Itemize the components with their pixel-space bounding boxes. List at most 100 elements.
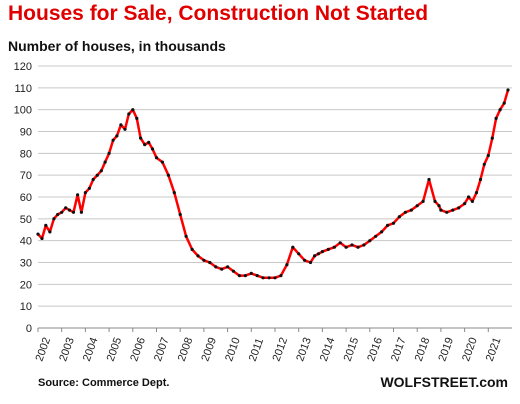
- y-tick-label: 30: [20, 258, 32, 270]
- data-point: [48, 230, 52, 234]
- data-point: [119, 123, 123, 127]
- data-point: [338, 241, 342, 245]
- data-point: [502, 101, 506, 105]
- x-tick-label: 2015: [342, 336, 362, 363]
- y-tick-label: 120: [14, 61, 32, 73]
- x-tick-label: 2011: [247, 337, 266, 363]
- x-tick-label: 2017: [389, 336, 409, 363]
- data-point: [451, 208, 455, 212]
- data-point: [95, 173, 99, 177]
- data-point: [409, 208, 413, 212]
- data-point: [506, 88, 510, 92]
- data-point: [285, 263, 289, 267]
- data-point: [439, 208, 443, 212]
- data-point: [255, 274, 259, 278]
- data-point: [231, 269, 236, 273]
- x-tick-label: 2020: [460, 336, 480, 363]
- data-point: [107, 151, 111, 155]
- data-point: [127, 112, 131, 116]
- data-point: [291, 245, 295, 249]
- data-point: [494, 116, 498, 120]
- data-point: [415, 204, 419, 208]
- watermark-logo: WOLFSTREET.com: [380, 374, 508, 390]
- data-point: [403, 210, 407, 214]
- data-point: [160, 160, 164, 164]
- data-point: [52, 217, 56, 221]
- data-point: [445, 210, 449, 214]
- data-point: [36, 232, 40, 236]
- data-point: [44, 223, 48, 227]
- data-point: [474, 191, 479, 195]
- data-point: [368, 239, 372, 243]
- x-tick-label: 2005: [105, 336, 125, 363]
- data-point: [267, 276, 271, 280]
- data-point: [457, 206, 461, 210]
- data-point: [40, 236, 44, 241]
- y-tick-label: 100: [14, 105, 32, 117]
- data-point: [103, 160, 107, 164]
- data-point: [154, 156, 159, 160]
- y-tick-label: 80: [20, 148, 32, 160]
- data-point: [150, 147, 155, 151]
- data-point: [362, 243, 366, 247]
- data-point: [350, 243, 354, 247]
- data-point: [220, 267, 224, 271]
- data-point: [467, 195, 471, 199]
- data-point: [478, 177, 483, 182]
- data-point: [123, 127, 127, 131]
- data-point: [135, 116, 139, 120]
- data-point: [166, 173, 170, 177]
- data-point: [326, 247, 330, 251]
- y-tick-label: 60: [20, 192, 32, 204]
- data-point: [226, 265, 230, 269]
- data-point: [297, 252, 301, 256]
- data-point: [172, 191, 176, 195]
- chart-subtitle: Number of houses, in thousands: [8, 38, 226, 54]
- data-point: [111, 138, 115, 142]
- data-point: [71, 210, 76, 214]
- data-point: [391, 221, 396, 225]
- data-point: [490, 136, 494, 140]
- y-tick-label: 10: [20, 301, 32, 313]
- y-tick-label: 70: [20, 170, 32, 182]
- x-tick-label: 2019: [436, 336, 456, 363]
- data-point: [308, 260, 313, 265]
- x-tick-label: 2013: [294, 336, 314, 363]
- x-tick-label: 2021: [484, 336, 504, 363]
- x-tick-label: 2006: [128, 336, 148, 363]
- data-point: [344, 245, 348, 249]
- data-point: [56, 212, 60, 217]
- source-note: Source: Commerce Dept.: [38, 377, 170, 389]
- data-point: [139, 136, 143, 140]
- data-point: [316, 252, 320, 256]
- data-point: [273, 276, 277, 280]
- data-point: [332, 245, 336, 249]
- data-point: [64, 206, 68, 210]
- data-point: [147, 140, 151, 144]
- data-point: [202, 258, 206, 262]
- data-point: [279, 274, 283, 278]
- data-point: [470, 199, 474, 203]
- data-point: [313, 254, 317, 258]
- y-tick-label: 110: [14, 83, 32, 95]
- data-point: [79, 210, 83, 214]
- chart-title: Houses for Sale, Construction Not Starte…: [8, 2, 429, 25]
- y-tick-label: 50: [20, 214, 32, 226]
- data-point: [243, 274, 247, 278]
- x-tick-label: 2003: [57, 336, 77, 363]
- y-tick-label: 90: [20, 127, 32, 139]
- data-point: [427, 177, 431, 182]
- x-tick-label: 2004: [81, 336, 101, 363]
- data-point: [303, 258, 307, 262]
- data-point: [498, 108, 502, 112]
- data-point: [196, 254, 200, 258]
- data-point: [386, 223, 390, 227]
- data-point: [83, 191, 87, 195]
- data-point: [463, 202, 467, 206]
- data-point: [433, 199, 437, 203]
- data-point: [356, 245, 360, 249]
- data-point: [76, 193, 80, 197]
- data-point: [184, 234, 188, 238]
- data-point: [421, 199, 425, 203]
